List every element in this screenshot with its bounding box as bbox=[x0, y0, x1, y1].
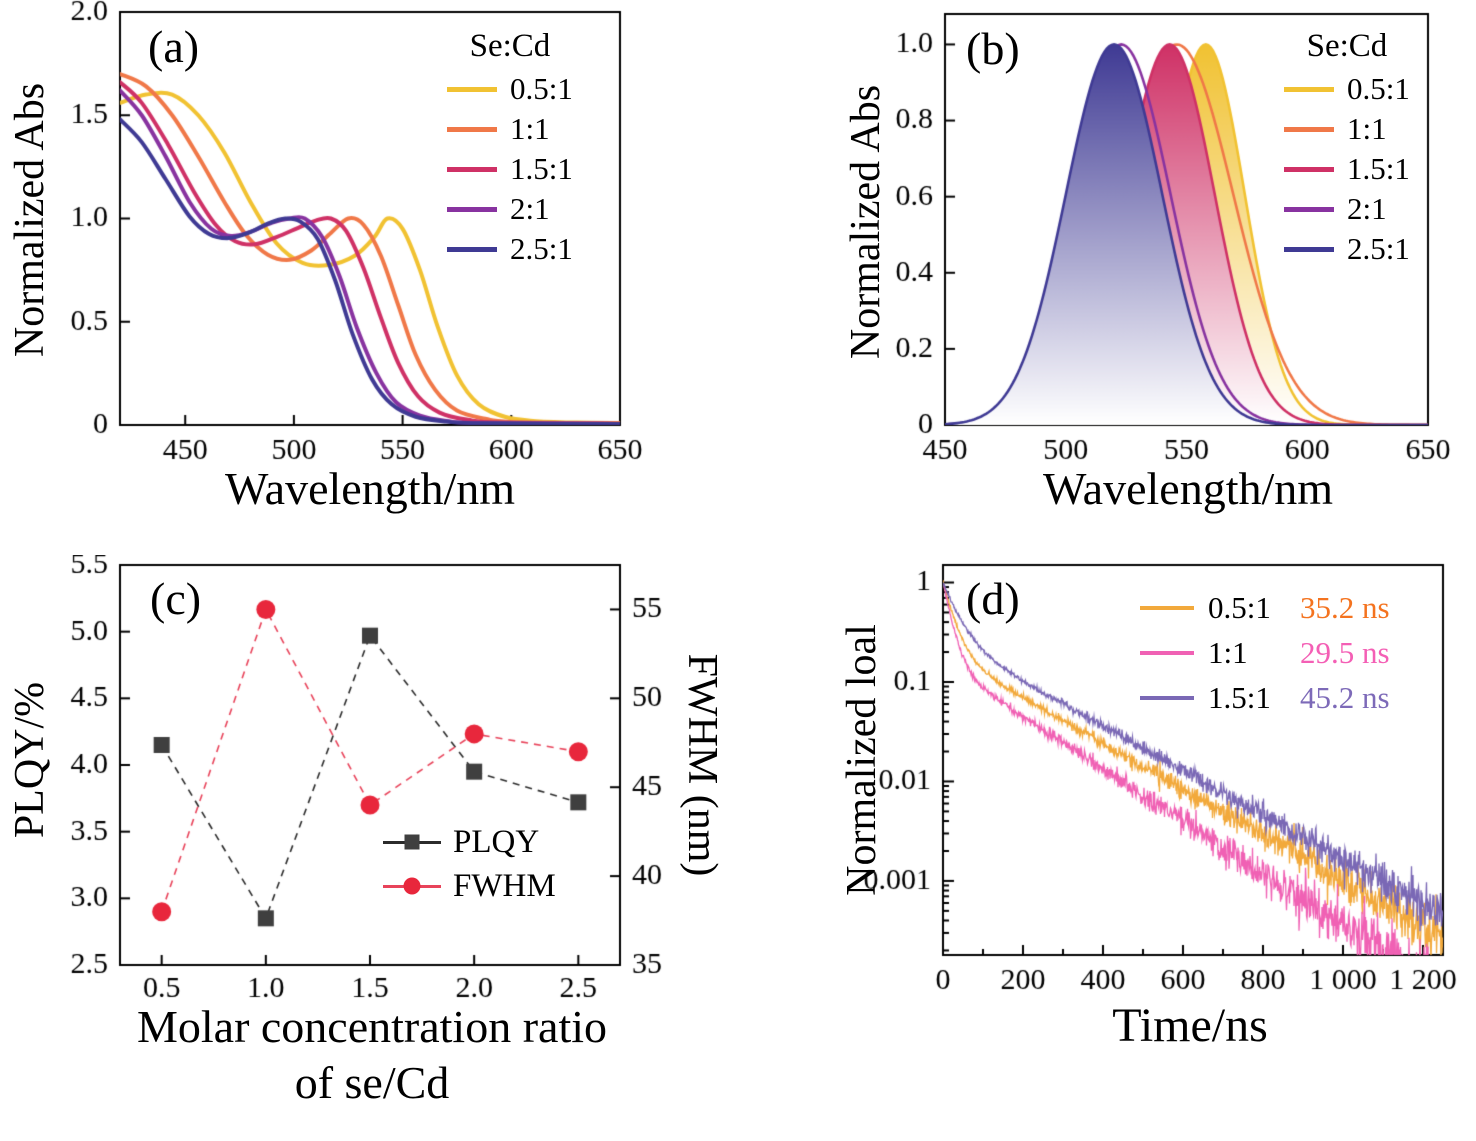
legend-entry: FWHM bbox=[383, 864, 556, 908]
panel-b-label: (b) bbox=[966, 23, 1020, 74]
legend-entry: PLQY bbox=[383, 820, 556, 864]
legend-entry-label: 1:1 bbox=[1347, 111, 1387, 146]
panel-a-legend-title: Se:Cd bbox=[469, 28, 551, 64]
line-swatch bbox=[447, 206, 497, 212]
line-swatch bbox=[1284, 126, 1334, 132]
panel-a-plot-canvas bbox=[0, 0, 738, 555]
line-swatch bbox=[383, 834, 441, 850]
line-swatch bbox=[383, 877, 441, 895]
panel-c-legend: PLQY FWHM bbox=[383, 820, 556, 908]
panel-b-plot-canvas bbox=[738, 0, 1476, 555]
legend-entry-label: 1:1 bbox=[510, 111, 550, 146]
line-swatch bbox=[447, 126, 497, 132]
lifetime-value: 35.2 ns bbox=[1300, 589, 1390, 625]
legend-entry-label: 0.5:1 bbox=[1347, 71, 1410, 106]
panel-b-legend: Se:Cd 0.5:1 1:1 1.5:1 2:1 2.5:1 bbox=[1284, 28, 1410, 269]
panel-a-label: (a) bbox=[148, 21, 200, 72]
line-swatch bbox=[447, 86, 497, 92]
panel-a-y-axis-title: Normalized Abs bbox=[7, 82, 53, 358]
panel-c-label: (c) bbox=[150, 573, 202, 624]
panel-b-y-axis-title: Normalized Abs bbox=[843, 84, 889, 360]
legend-entry-label: 1.5:1 bbox=[1208, 679, 1271, 715]
legend-entry: 2:1 bbox=[1284, 189, 1410, 229]
line-swatch bbox=[1284, 246, 1334, 252]
line-swatch bbox=[447, 246, 497, 252]
legend-entry: 2.5:1 bbox=[1284, 229, 1410, 269]
panel-d-legend: 0.5:1 35.2 ns 1:1 29.5 ns 1.5:1 45.2 ns bbox=[1140, 585, 1390, 720]
line-swatch bbox=[1284, 206, 1334, 212]
legend-entry: 2.5:1 bbox=[447, 229, 573, 269]
square-marker-icon bbox=[404, 834, 420, 850]
lifetime-value: 45.2 ns bbox=[1300, 679, 1390, 715]
panel-d-label: (d) bbox=[966, 573, 1020, 624]
circle-marker-icon bbox=[403, 877, 421, 895]
legend-entry: 1:1 bbox=[447, 109, 573, 149]
legend-entry-label: 0.5:1 bbox=[1208, 589, 1271, 625]
legend-entry-label: 2.5:1 bbox=[1347, 231, 1410, 266]
panel-c-x-axis-title-line1: Molar concentration ratio bbox=[136, 1001, 608, 1052]
line-swatch bbox=[1140, 650, 1194, 655]
panel-b-x-axis-title: Wavelength/nm bbox=[1042, 463, 1334, 514]
line-swatch bbox=[447, 166, 497, 172]
legend-entry-label: FWHM bbox=[453, 867, 556, 904]
legend-entry-label: 0.5:1 bbox=[510, 71, 573, 106]
legend-entry-label: 2:1 bbox=[510, 191, 550, 226]
panel-c-x-axis-title-line2: of se/Cd bbox=[294, 1057, 450, 1108]
lifetime-value: 29.5 ns bbox=[1300, 634, 1390, 670]
panel-d-x-axis-title: Time/ns bbox=[1112, 999, 1268, 1052]
panel-d-plot-canvas bbox=[738, 555, 1476, 1141]
panel-a-legend: Se:Cd 0.5:1 1:1 1.5:1 2:1 2.5:1 bbox=[447, 28, 573, 269]
panel-c-left-y-axis-title: PLQY/% bbox=[7, 681, 53, 839]
line-swatch bbox=[1284, 166, 1334, 172]
panel-c-right-y-axis-title: FWHM (nm) bbox=[679, 653, 725, 877]
legend-entry: 0.5:1 bbox=[447, 69, 573, 109]
legend-entry: 1:1 bbox=[1284, 109, 1410, 149]
legend-entry: 2:1 bbox=[447, 189, 573, 229]
legend-entry: 0.5:1 35.2 ns bbox=[1140, 585, 1390, 630]
legend-entry: 1:1 29.5 ns bbox=[1140, 630, 1390, 675]
panel-a-x-axis-title: Wavelength/nm bbox=[224, 463, 516, 514]
legend-entry-label: 2:1 bbox=[1347, 191, 1387, 226]
legend-entry: 0.5:1 bbox=[1284, 69, 1410, 109]
legend-entry-label: 1.5:1 bbox=[1347, 151, 1410, 186]
legend-entry-label: 1.5:1 bbox=[510, 151, 573, 186]
panel-b-legend-title: Se:Cd bbox=[1306, 28, 1388, 64]
legend-entry: 1.5:1 45.2 ns bbox=[1140, 675, 1390, 720]
legend-entry-label: 2.5:1 bbox=[510, 231, 573, 266]
panel-c-plot-canvas bbox=[0, 555, 738, 1141]
legend-entry-label: PLQY bbox=[453, 823, 540, 860]
legend-entry: 1.5:1 bbox=[1284, 149, 1410, 189]
line-swatch bbox=[1140, 605, 1194, 610]
panel-d-y-axis-title: Normalized loal bbox=[839, 624, 885, 896]
legend-entry: 1.5:1 bbox=[447, 149, 573, 189]
line-swatch bbox=[1140, 695, 1194, 700]
line-swatch bbox=[1284, 86, 1334, 92]
legend-entry-label: 1:1 bbox=[1208, 634, 1248, 670]
